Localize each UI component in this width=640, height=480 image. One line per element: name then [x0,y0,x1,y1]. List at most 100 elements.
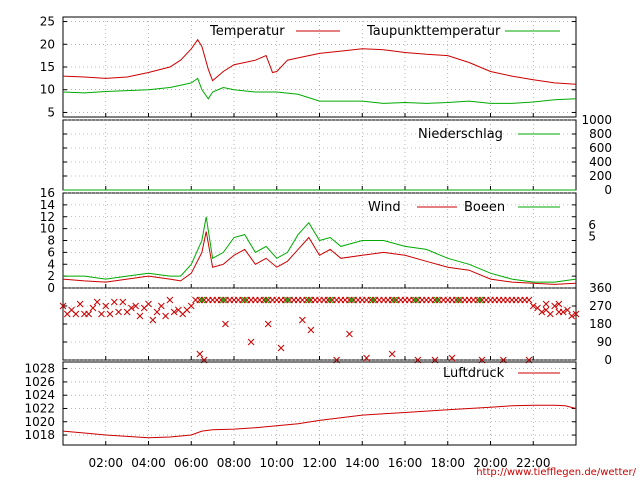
y-tick-label: 400 [589,155,612,169]
direction-point [145,300,152,308]
y-tick-label-right: 6 [588,218,596,232]
direction-point [196,350,204,358]
legend-label: Niederschlag [418,127,503,142]
direction-point [388,350,396,358]
x-tick-label: 02:00 [88,456,123,470]
direction-point [166,296,174,304]
x-tick-label: 12:00 [302,456,337,470]
direction-point [538,308,546,316]
direction-point [555,300,563,308]
y-tick-label: 1028 [24,362,55,376]
direction-point [102,302,110,310]
panel-0: 5 10 15 20 25 Temperatur Taupunkttemperatur [40,15,577,119]
y-tick-label: 6 [47,245,55,259]
y-tick-label: 1020 [24,415,55,429]
y-tick-label: 1024 [24,388,55,402]
legend-label: Luftdruck [443,366,505,381]
y-tick-label: 360 [589,281,612,295]
direction-point [525,296,533,304]
direction-point [348,296,355,304]
series-line-0 [62,404,577,439]
direction-point [546,310,554,318]
direction-point [106,310,114,318]
direction-point [412,296,420,304]
y-tick-label: 25 [40,15,55,29]
y-tick-label: 5 [47,105,55,119]
direction-point [119,298,127,306]
y-tick-label: 1022 [24,401,55,415]
direction-point [363,354,370,362]
direction-point [115,308,122,316]
y-tick-label: 10 [40,83,55,97]
series-line-0 [62,231,577,285]
direction-point [568,312,576,320]
x-tick-label: 20:00 [473,456,508,470]
direction-point [162,312,169,320]
direction-point [346,330,353,338]
legend-label: Temperatur [209,24,285,39]
direction-point [448,354,456,362]
direction-point [264,320,272,328]
direction-point [551,302,558,310]
x-tick-label: 16:00 [388,456,423,470]
y-tick-label: 0 [604,353,612,367]
direction-point [76,300,84,308]
y-tick-label: 90 [597,335,612,349]
legend-label: Taupunkttemperatur [366,24,501,39]
direction-point [564,306,571,314]
direction-point [222,320,229,328]
direction-point [149,316,157,324]
y-tick-label: 16 [40,186,55,200]
y-tick-label: 180 [589,317,612,331]
y-tick-label: 1026 [24,375,55,389]
y-tick-label: 1000 [581,113,612,127]
y-tick-label: 2 [47,269,55,283]
direction-point [85,310,93,318]
y-tick-label: 1018 [24,428,55,442]
x-tick-label: 22:00 [516,456,551,470]
direction-point [299,316,306,324]
y-tick-label: 800 [589,127,612,141]
legend-label: Wind [368,200,401,215]
direction-point [241,296,249,304]
direction-point [433,296,441,304]
direction-point [529,302,537,310]
direction-point [59,302,67,310]
direction-point [153,308,161,316]
direction-point [542,300,550,308]
y-tick-label-right: 5 [588,229,596,243]
y-tick-label: 0 [604,183,612,197]
y-tick-label: 15 [40,60,55,74]
direction-point [136,312,144,320]
direction-point [305,296,313,304]
direction-point [455,296,462,304]
direction-point [170,308,178,316]
x-tick-label: 18:00 [430,456,465,470]
direction-point [262,296,270,304]
direction-point [98,310,105,318]
series-line-1 [62,77,577,104]
y-tick-label: 14 [40,198,55,212]
direction-point [219,296,227,304]
x-tick-label: 08:00 [217,456,252,470]
y-tick-label: 4 [47,257,55,271]
direction-point [128,304,135,312]
y-tick-label: 200 [589,169,612,183]
legend-label: Boeen [464,200,505,215]
y-tick-label: 20 [40,37,55,51]
series-line-1 [63,216,577,283]
y-tick-label: 12 [40,210,55,224]
x-tick-label: 10:00 [259,456,294,470]
direction-point [89,304,97,312]
panel-3: 0 90 180 270 360 [59,281,612,367]
direction-point [390,296,398,304]
direction-point [369,296,377,304]
direction-point [277,344,285,352]
credit-url: http://www.tiefflegen.de/wetter/ [476,467,636,478]
x-tick-label: 14:00 [345,456,380,470]
y-tick-label: 0 [47,281,55,295]
